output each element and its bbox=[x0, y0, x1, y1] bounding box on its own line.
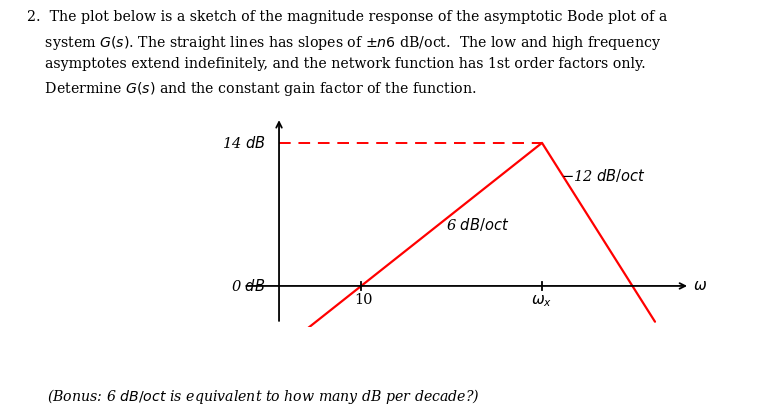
Text: asymptotes extend indefinitely, and the network function has 1st order factors o: asymptotes extend indefinitely, and the … bbox=[27, 57, 646, 70]
Text: system $G(s)$. The straight lines has slopes of $\pm n6$ dB/oct.  The low and hi: system $G(s)$. The straight lines has sl… bbox=[27, 34, 662, 52]
Text: 6 $dB/oct$: 6 $dB/oct$ bbox=[446, 216, 510, 233]
Text: 2.  The plot below is a sketch of the magnitude response of the asymptotic Bode : 2. The plot below is a sketch of the mag… bbox=[27, 10, 668, 24]
Text: $\omega$: $\omega$ bbox=[692, 279, 706, 293]
Text: 0 $dB$: 0 $dB$ bbox=[231, 278, 265, 294]
Text: (Bonus: 6 $dB/oct$ is equivalent to how many dB per decade?): (Bonus: 6 $dB/oct$ is equivalent to how … bbox=[47, 388, 480, 406]
Text: 14 $dB$: 14 $dB$ bbox=[222, 135, 265, 151]
Text: $-$12 $dB/oct$: $-$12 $dB/oct$ bbox=[561, 167, 646, 184]
Text: Determine $G(s)$ and the constant gain factor of the function.: Determine $G(s)$ and the constant gain f… bbox=[27, 80, 477, 98]
Text: $\omega_x$: $\omega_x$ bbox=[532, 293, 553, 309]
Text: 10: 10 bbox=[354, 293, 373, 307]
